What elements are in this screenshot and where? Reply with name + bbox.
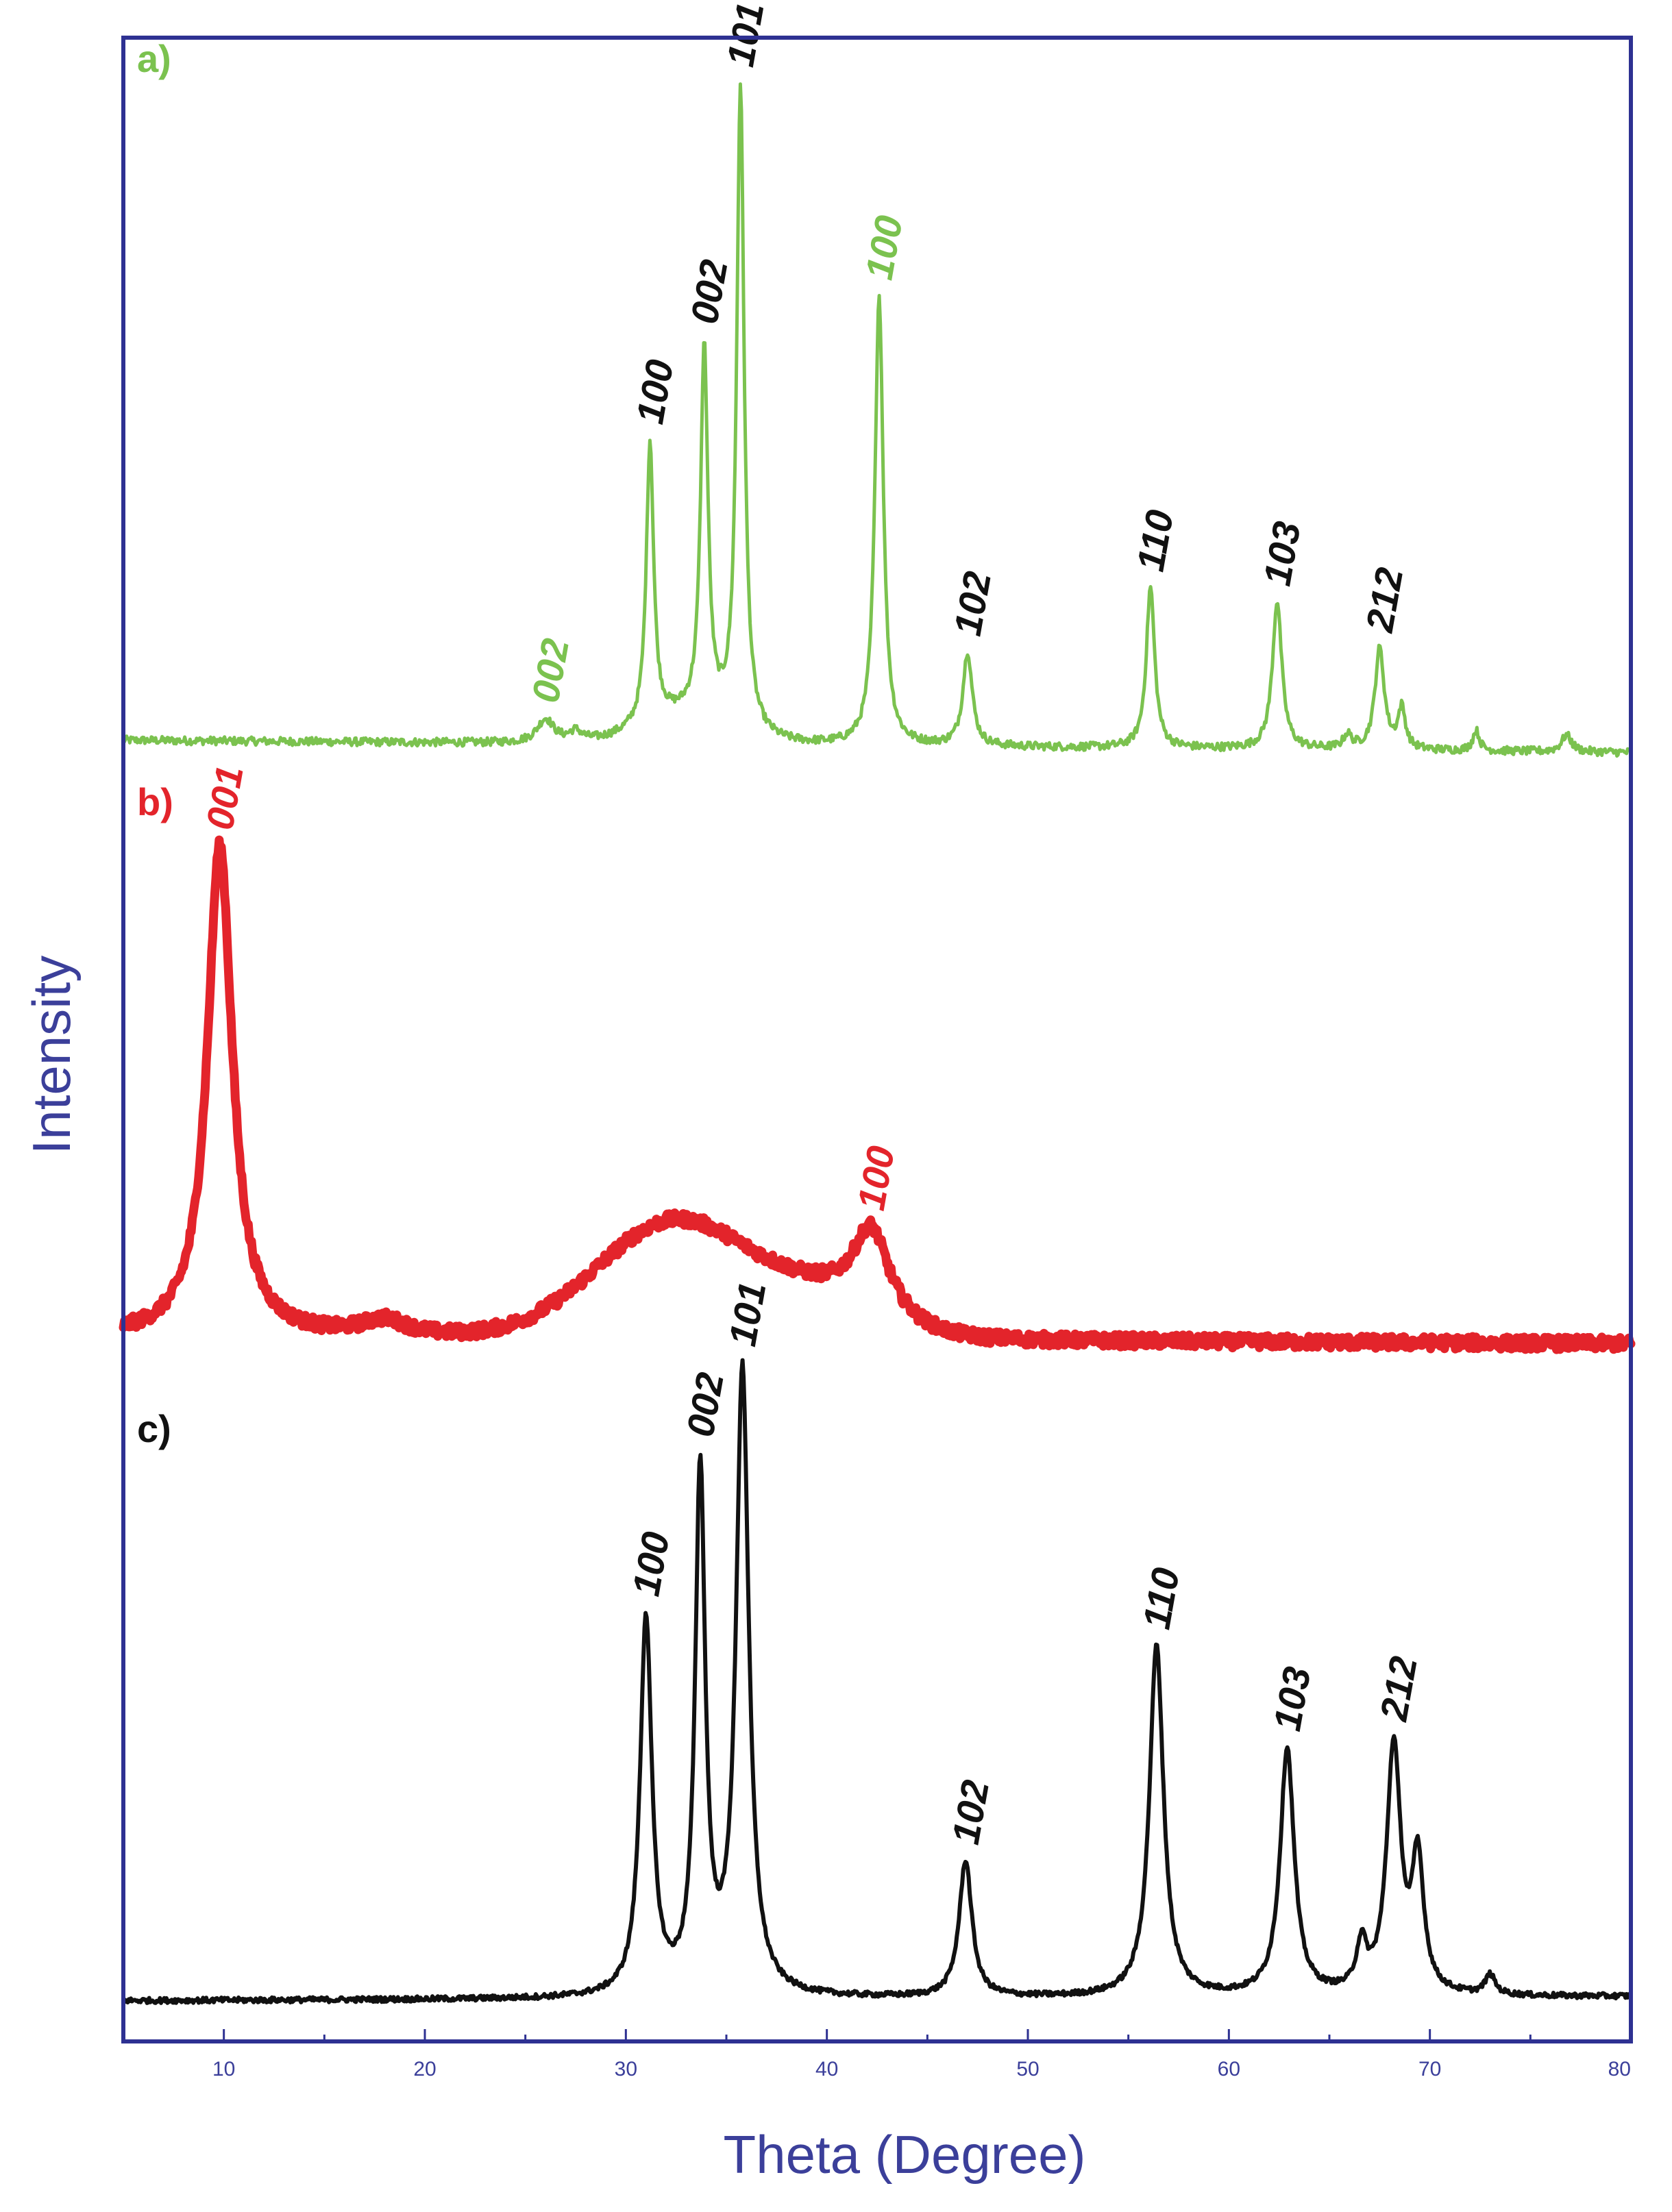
x-axis-title: Theta (Degree) [724, 2124, 1086, 2185]
peak-label-1-101: 101 [718, 0, 772, 70]
peak-label-1-002: 002 [682, 256, 735, 327]
peak-label-3-100: 100 [624, 1528, 677, 1599]
panel-label-2: b) [137, 780, 173, 823]
peak-label-1-102: 102 [946, 569, 999, 639]
peak-label-1-100: 100 [857, 212, 911, 283]
peak-label-1-002: 002 [524, 635, 577, 706]
panel-label-1: a) [137, 37, 171, 80]
peak-label-2-001: 001 [198, 762, 251, 833]
x-tick-label: 10 [212, 2058, 235, 2080]
y-axis-title: Intensity [21, 956, 82, 1154]
peak-label-3-212: 212 [1372, 1653, 1425, 1724]
x-tick-label: 50 [1016, 2058, 1039, 2080]
series-3-group: c) 100 002 101 102 110 103 212 [121, 1279, 1633, 2005]
x-tick-label: 40 [815, 2058, 838, 2080]
peak-label-2-100: 100 [849, 1143, 902, 1213]
peak-label-1-212: 212 [1357, 564, 1411, 636]
peak-label-3-110: 110 [1134, 1565, 1188, 1632]
x-tick-label: 60 [1218, 2058, 1240, 2080]
peak-label-3-002: 002 [678, 1369, 732, 1440]
plot-frame [121, 36, 1633, 2043]
series-line-1 [121, 82, 1633, 758]
x-tick-label: 20 [413, 2058, 436, 2080]
peak-label-3-101: 101 [720, 1279, 774, 1350]
x-tick-label: 80 [1608, 2058, 1631, 2080]
peak-label-1-110: 110 [1129, 507, 1182, 575]
panel-label-3: c) [137, 1407, 171, 1450]
series-2-group: b) 001 100 [119, 762, 1636, 1354]
x-axis-ticks: 10 20 30 40 50 60 70 80 [122, 2029, 1632, 2080]
series-line-3 [121, 1358, 1633, 2005]
peak-label-3-103: 103 [1265, 1663, 1318, 1734]
peak-label-1-103: 103 [1255, 519, 1308, 589]
peak-label-1-100: 100 [628, 356, 681, 427]
peak-label-3-102: 102 [944, 1777, 997, 1848]
x-tick-label: 70 [1418, 2058, 1441, 2080]
x-tick-label: 30 [615, 2058, 637, 2080]
series-line-2 [119, 835, 1636, 1354]
